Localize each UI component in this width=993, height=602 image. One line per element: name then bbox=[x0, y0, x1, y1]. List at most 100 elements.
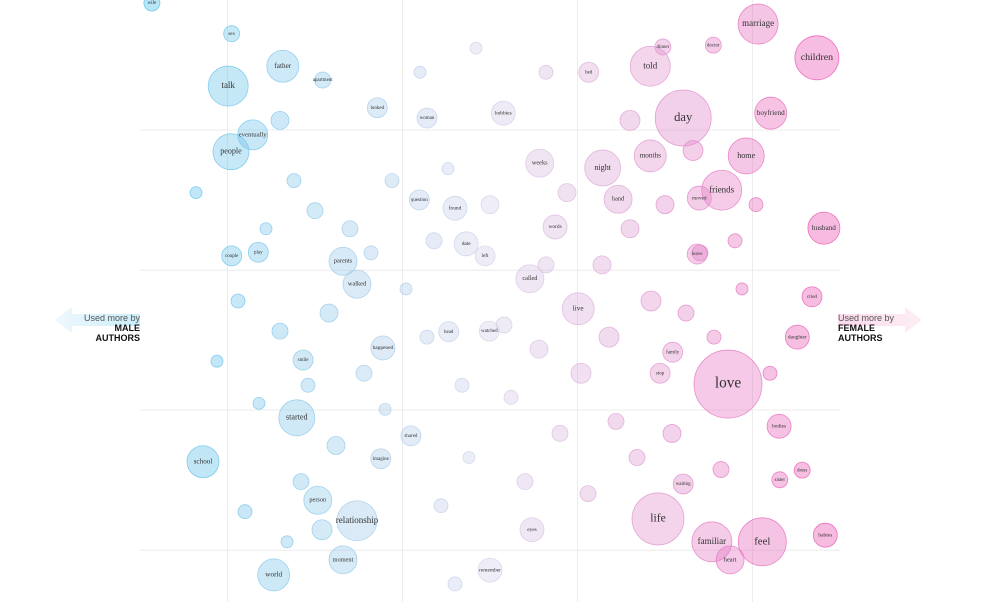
bubble bbox=[363, 245, 379, 261]
bubble bbox=[706, 329, 722, 345]
bubble bbox=[654, 38, 672, 56]
bubble bbox=[342, 269, 372, 299]
bubble-label: apartment bbox=[313, 78, 334, 83]
bubble-label: dinner bbox=[657, 45, 670, 50]
bubble bbox=[691, 244, 709, 262]
bubble bbox=[592, 255, 612, 275]
bubble bbox=[306, 202, 324, 220]
bubble bbox=[701, 169, 743, 211]
bubble bbox=[691, 521, 733, 563]
bubble bbox=[270, 111, 290, 130]
bubble bbox=[754, 96, 788, 130]
bubble bbox=[442, 195, 468, 221]
bubble bbox=[771, 471, 789, 489]
bubble-label: people bbox=[220, 147, 242, 156]
bubble-label: bodies bbox=[772, 423, 786, 429]
bubble bbox=[303, 485, 333, 515]
bubble-label: children bbox=[801, 52, 833, 63]
bubble-label: hobbies bbox=[495, 110, 512, 116]
bubble bbox=[629, 45, 671, 87]
bubble-label: love bbox=[715, 375, 742, 392]
bubble bbox=[529, 339, 549, 359]
bubble-label: date bbox=[462, 241, 472, 247]
bubble bbox=[603, 184, 633, 214]
bubble bbox=[355, 364, 373, 382]
bubble-label: person bbox=[309, 497, 327, 504]
bubble-label: friends bbox=[709, 184, 734, 194]
bubble bbox=[655, 195, 675, 215]
bubble bbox=[370, 448, 392, 470]
bubble bbox=[578, 61, 600, 83]
bubble-label: words bbox=[549, 224, 562, 230]
bubble-label: babies bbox=[818, 532, 832, 538]
bubble bbox=[189, 186, 203, 200]
bubble bbox=[207, 65, 249, 107]
bubble bbox=[649, 362, 671, 384]
bubble bbox=[807, 211, 841, 245]
bubble bbox=[631, 492, 685, 546]
bubble bbox=[408, 189, 430, 211]
female-annotation: Used more by FEMALE AUTHORS bbox=[838, 313, 898, 343]
bubble bbox=[490, 100, 516, 126]
bubble bbox=[266, 49, 300, 83]
bubble bbox=[620, 219, 640, 239]
bubble bbox=[737, 517, 787, 567]
bubble-label: smile bbox=[298, 358, 310, 363]
bubble bbox=[257, 558, 291, 592]
bubble bbox=[607, 412, 625, 430]
bubble-label: parents bbox=[334, 258, 353, 265]
bubble bbox=[419, 329, 435, 345]
bubble bbox=[319, 303, 339, 323]
bubble-label: couple bbox=[225, 254, 239, 259]
bubble bbox=[715, 545, 745, 575]
bubble bbox=[477, 557, 503, 583]
bubble bbox=[561, 292, 595, 326]
bubble bbox=[557, 183, 577, 203]
bubble bbox=[286, 173, 302, 189]
bubble bbox=[712, 461, 730, 478]
bubble-label: found bbox=[449, 205, 462, 212]
bubble-label: boyfriend bbox=[757, 109, 785, 117]
bubble-label: familiar bbox=[698, 536, 727, 546]
bubble-label: bed bbox=[585, 70, 593, 75]
bubble-label: walked bbox=[348, 281, 367, 288]
bubble bbox=[438, 321, 460, 343]
bubble bbox=[584, 149, 622, 187]
bubble bbox=[542, 214, 568, 240]
bubble bbox=[143, 0, 161, 12]
bubble-label: relationship bbox=[336, 515, 379, 525]
bubble bbox=[766, 413, 792, 439]
bubble-label: left bbox=[482, 254, 489, 259]
bubble-label: woman bbox=[420, 116, 435, 121]
bubble bbox=[221, 245, 243, 267]
annotation-group: FEMALE AUTHORS bbox=[838, 323, 883, 343]
bubble-label: sex bbox=[228, 32, 235, 37]
bubble bbox=[677, 304, 695, 322]
bubble-label: told bbox=[643, 60, 658, 70]
bubble bbox=[441, 162, 455, 175]
bubble bbox=[503, 389, 519, 405]
bubble bbox=[366, 97, 388, 119]
bubble-label: called bbox=[522, 275, 538, 282]
bubble-label: question bbox=[411, 198, 428, 203]
bubble bbox=[328, 545, 358, 575]
bubble bbox=[469, 41, 483, 55]
bubble-label: weeks bbox=[532, 160, 548, 167]
bubble-label: looked bbox=[370, 106, 384, 111]
bubble-label: doctor bbox=[707, 43, 720, 48]
bubble bbox=[447, 576, 463, 592]
bubble-label: dress bbox=[797, 468, 807, 473]
bubble bbox=[519, 517, 545, 543]
bubble bbox=[230, 293, 246, 309]
bubble-label: marriage bbox=[742, 18, 774, 28]
bubble-label: day bbox=[674, 110, 693, 124]
bubble bbox=[425, 232, 443, 250]
bubble bbox=[186, 445, 220, 479]
bubble bbox=[525, 148, 555, 178]
bubble-label: stop bbox=[656, 371, 665, 376]
bubble-label: months bbox=[640, 152, 661, 160]
bubble bbox=[453, 231, 479, 257]
bubble bbox=[314, 71, 332, 89]
bubble bbox=[762, 365, 778, 381]
